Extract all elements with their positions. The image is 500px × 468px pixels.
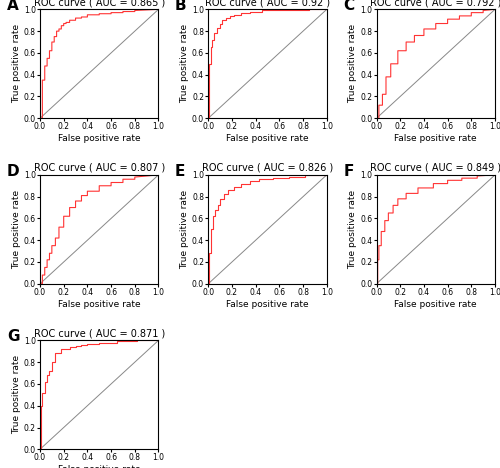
Title: ROC curve ( AUC = 0.807 ): ROC curve ( AUC = 0.807 ) — [34, 163, 165, 173]
Title: ROC curve ( AUC = 0.865 ): ROC curve ( AUC = 0.865 ) — [34, 0, 165, 7]
X-axis label: False positive rate: False positive rate — [58, 300, 140, 309]
Text: G: G — [7, 329, 20, 344]
X-axis label: False positive rate: False positive rate — [394, 300, 477, 309]
X-axis label: False positive rate: False positive rate — [226, 300, 309, 309]
Title: ROC curve ( AUC = 0.792 ): ROC curve ( AUC = 0.792 ) — [370, 0, 500, 7]
Title: ROC curve ( AUC = 0.92 ): ROC curve ( AUC = 0.92 ) — [205, 0, 330, 7]
Y-axis label: True positive rate: True positive rate — [348, 24, 358, 103]
X-axis label: False positive rate: False positive rate — [58, 134, 140, 143]
X-axis label: False positive rate: False positive rate — [58, 465, 140, 468]
X-axis label: False positive rate: False positive rate — [226, 134, 309, 143]
Y-axis label: True positive rate: True positive rate — [180, 190, 189, 269]
Y-axis label: True positive rate: True positive rate — [12, 190, 21, 269]
Text: C: C — [344, 0, 354, 14]
Y-axis label: True positive rate: True positive rate — [348, 190, 358, 269]
Y-axis label: True positive rate: True positive rate — [12, 24, 21, 103]
Y-axis label: True positive rate: True positive rate — [180, 24, 189, 103]
X-axis label: False positive rate: False positive rate — [394, 134, 477, 143]
Title: ROC curve ( AUC = 0.849 ): ROC curve ( AUC = 0.849 ) — [370, 163, 500, 173]
Y-axis label: True positive rate: True positive rate — [12, 355, 21, 434]
Text: E: E — [175, 164, 186, 179]
Text: A: A — [7, 0, 18, 14]
Text: B: B — [175, 0, 186, 14]
Text: D: D — [7, 164, 20, 179]
Title: ROC curve ( AUC = 0.871 ): ROC curve ( AUC = 0.871 ) — [34, 328, 165, 338]
Title: ROC curve ( AUC = 0.826 ): ROC curve ( AUC = 0.826 ) — [202, 163, 333, 173]
Text: F: F — [344, 164, 353, 179]
